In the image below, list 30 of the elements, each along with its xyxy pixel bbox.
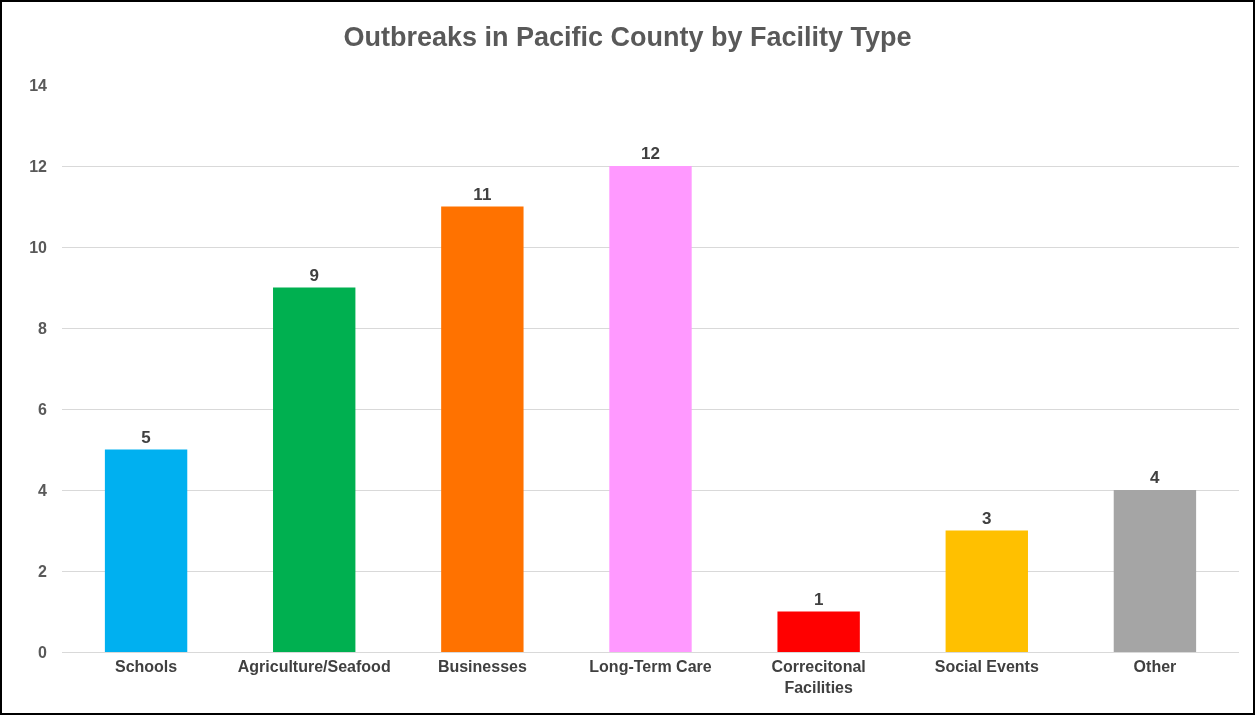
data-label: 12 [641,144,660,163]
x-tick-label: Schools [114,658,178,676]
y-tick-label: 4 [38,481,48,499]
y-tick-label: 6 [38,400,48,418]
x-tick-label: Businesses [437,658,527,676]
data-label: 9 [309,265,319,285]
data-label: 3 [982,508,992,528]
x-tick-label: Correcitonal Facilities [771,658,866,696]
bar [777,611,860,652]
y-tick-label: 8 [38,319,48,337]
bar [104,449,188,652]
x-tick-label: Agriculture/Seafood [237,658,391,676]
chart-title: Outbreaks in Pacific County by Facility Type [343,21,912,52]
y-tick-label: 10 [29,238,48,256]
bar [945,530,1028,652]
data-label: 11 [473,184,492,204]
y-tick-label: 14 [29,76,48,94]
y-tick-label: 2 [38,562,48,580]
bar [441,206,524,652]
y-tick-label: 0 [38,643,48,661]
x-tick-label: Social Events [934,658,1039,676]
bar [1113,490,1197,652]
y-tick-label: 12 [29,157,48,175]
x-tick-label: Long-Term Care [589,658,712,676]
bar [273,287,356,652]
data-label: 4 [1149,468,1160,487]
bar [609,166,692,652]
x-tick-label: Other [1133,658,1177,676]
data-label: 5 [141,427,151,447]
data-label: 1 [813,589,824,609]
